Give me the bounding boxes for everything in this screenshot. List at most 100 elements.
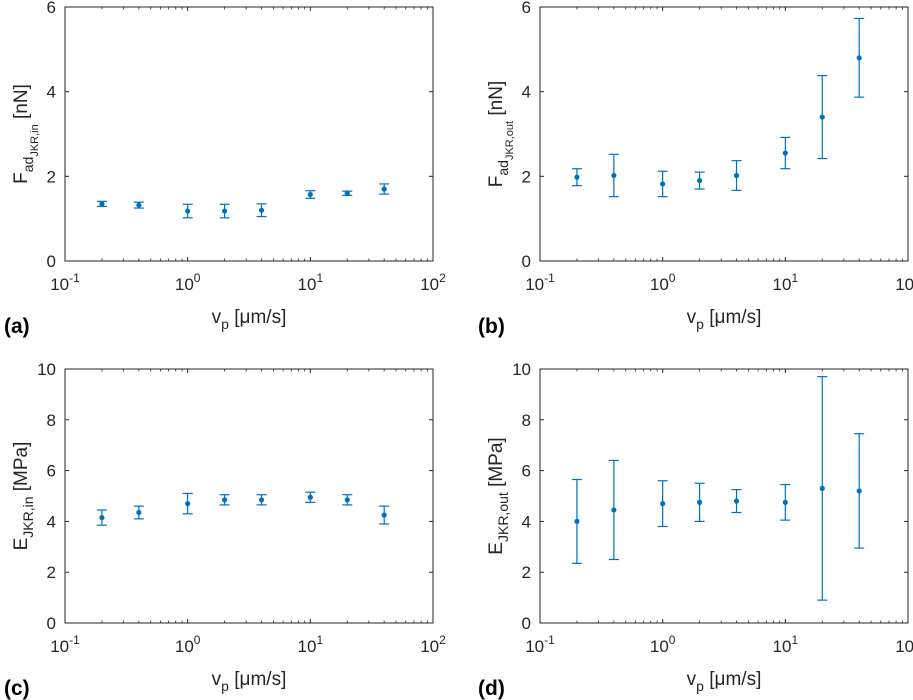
data-marker [381,512,387,518]
y-axis-label: FadJKR,out [nN] [486,81,516,187]
data-marker [782,150,788,156]
data-marker [856,488,862,494]
panel-label: (a) [4,315,30,338]
y-tick-label: 2 [522,167,531,186]
y-tick-label: 2 [47,563,56,582]
data-marker [611,172,617,179]
x-tick-label: 101 [298,633,324,656]
x-axis-label: vp [μm/s] [687,307,762,332]
data-marker [136,509,142,516]
data-point [571,478,582,564]
panel-label: (d) [478,677,505,700]
y-tick-label: 6 [522,0,531,17]
data-marker [307,191,313,198]
x-tick-label: 100 [175,271,201,294]
data-marker [381,186,387,192]
data-point [305,190,316,199]
x-tick-label: 101 [773,633,799,656]
data-marker [611,507,617,513]
x-tick-label: 10-1 [50,271,80,294]
data-marker [856,55,862,61]
data-marker [99,514,105,521]
data-point [694,482,705,523]
data-marker [733,498,740,504]
y-tick-label: 4 [522,83,531,102]
data-marker [574,518,580,525]
y-tick-label: 10 [512,360,531,379]
data-point [379,183,390,195]
data-point [817,74,828,160]
y-tick-label: 2 [522,563,531,582]
data-marker [733,172,740,179]
y-axis-label: EJKR,out [MPa] [486,437,511,554]
data-point [305,491,316,503]
data-point [731,489,742,514]
data-point [731,160,742,191]
y-tick-label: 4 [522,512,531,531]
y-tick-label: 0 [47,614,56,633]
data-point [608,459,619,561]
y-tick-label: 6 [47,0,56,17]
axes-box [539,368,909,624]
axes-box [64,6,434,262]
data-marker [660,501,666,507]
y-tick-label: 8 [522,411,531,430]
data-point [219,494,230,506]
y-tick-label: 6 [522,462,531,481]
data-point [133,201,144,209]
y-tick-label: 8 [47,411,56,430]
data-marker [819,485,825,491]
x-tick-label: 100 [650,271,676,294]
data-marker [782,499,788,505]
panel-label: (b) [478,315,505,338]
x-tick-label: 10-1 [525,271,555,294]
data-point [256,494,267,506]
data-point [342,494,353,506]
x-tick-label: 102 [420,271,446,294]
x-axis-label: vp [μm/s] [212,307,287,332]
panel-label: (c) [4,677,30,700]
data-point [657,480,668,528]
data-point [342,190,353,196]
data-marker [574,174,580,180]
data-marker [344,190,350,196]
data-marker [696,177,703,184]
axes-box [64,368,434,624]
x-tick-label: 100 [650,633,676,656]
x-axis-label: vp [μm/s] [687,669,762,694]
data-point [96,200,107,207]
y-tick-label: 4 [47,83,56,102]
chart-panel-3: 10-1 100 101 102 0 2 4 6 8 10 vp [μm/s] EJKR,in [MP… [4,360,446,700]
y-tick-label: 4 [47,512,56,531]
data-marker [136,202,142,208]
y-axis-label: EJKR,in [MPa] [11,442,36,551]
data-marker [660,181,666,187]
chart-panel-2: 10-1 100 101 102 0 2 4 6 vp [μm/s] FadJKR,out [nN… [478,0,913,338]
data-marker [696,499,703,505]
data-point [817,376,828,601]
data-marker [819,114,825,120]
chart-panel-1: 10-1 100 101 102 0 2 4 6 vp [μm/s] FadJKR,in [nN]… [4,0,446,338]
x-tick-label: 10-1 [525,633,555,656]
data-point [854,433,865,549]
data-point [780,483,791,521]
data-point [657,170,668,198]
data-marker [344,497,350,503]
y-tick-label: 0 [522,252,531,271]
data-point [182,203,193,219]
data-point [571,168,582,187]
y-tick-label: 0 [522,614,531,633]
y-tick-label: 6 [47,462,56,481]
data-point [780,136,791,170]
data-point [256,203,267,218]
data-marker [258,207,265,213]
data-point [854,17,865,98]
data-marker [185,501,191,507]
x-tick-label: 100 [175,633,201,656]
data-point [219,203,230,219]
axes-box [539,6,909,262]
data-marker [258,497,265,503]
data-point [96,509,107,526]
x-tick-label: 101 [773,271,799,294]
